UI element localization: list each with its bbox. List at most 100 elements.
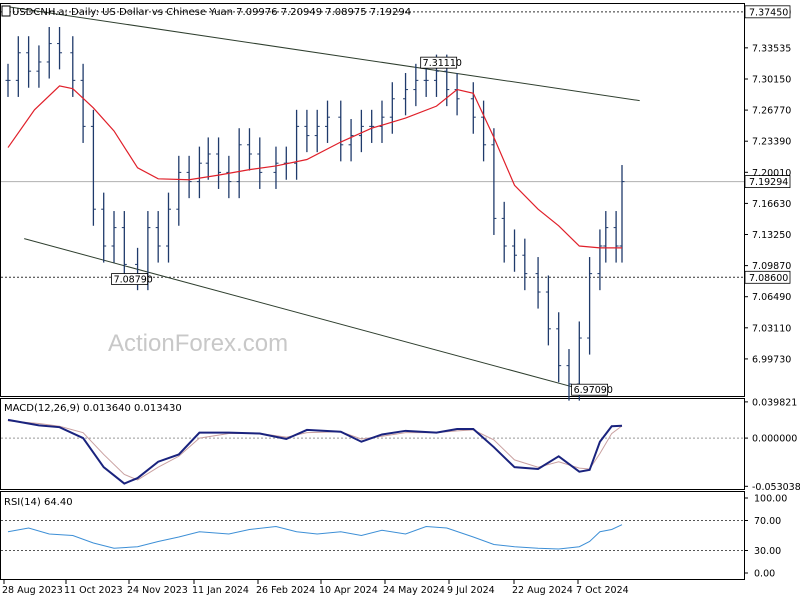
price-bar [338, 100, 344, 162]
x-axis-label: 26 Feb 2024 [256, 585, 315, 596]
price-axis-label: 7.30150 [752, 74, 791, 85]
x-axis-label: 28 Aug 2023 [2, 585, 63, 596]
price-bar [619, 165, 625, 263]
price-bar [597, 229, 603, 291]
price-bar [613, 211, 619, 263]
current-price-label: 7.19294 [749, 177, 788, 188]
rsi-title: RSI(14) 64.40 [4, 497, 73, 508]
rsi-axis-label: 100.00 [754, 494, 787, 505]
macd-axis-label: 0.039821 [752, 397, 797, 408]
price-bar [423, 63, 429, 97]
price-axis-label: 7.03110 [752, 323, 791, 334]
support-price-label-box [744, 270, 791, 284]
price-axis-label: 7.13250 [752, 230, 791, 241]
price-bar [5, 63, 11, 97]
symbol-dropdown-icon[interactable] [1, 5, 11, 17]
price-bar [545, 275, 551, 346]
price-bar [246, 128, 252, 171]
price-bar [36, 45, 42, 88]
price-bar [294, 109, 300, 180]
annotation-box [420, 56, 458, 69]
annotation-label: 6.97090 [574, 385, 613, 396]
price-bar [236, 128, 242, 199]
price-bar [369, 109, 375, 143]
price-bar [325, 100, 331, 143]
price-bar [348, 119, 354, 162]
price-bar [501, 201, 507, 263]
price-axis-label: 7.26770 [752, 106, 791, 117]
annotation-label: 7.08790 [114, 275, 153, 286]
price-bar [57, 27, 63, 70]
price-bar [80, 63, 86, 143]
macd-signal-line [7, 420, 623, 481]
chart-title: USDCNH.a; Daily: US Dollar vs Chinese Yu… [12, 7, 411, 18]
price-bar [535, 257, 541, 309]
macd-axis-label: 0.000000 [752, 434, 797, 445]
price-bar [491, 128, 497, 235]
price-bar [155, 211, 161, 263]
price-bar [481, 100, 487, 162]
price-bar [216, 137, 222, 189]
x-axis-label: 24 Nov 2023 [127, 585, 188, 596]
macd-title: MACD(12,26,9) 0.013640 0.013430 [4, 403, 182, 414]
macd-axis-label: -0.053038 [752, 482, 800, 493]
annotation-box [111, 273, 148, 285]
price-bar [389, 82, 395, 134]
x-axis-label: 7 Oct 2024 [576, 585, 629, 596]
price-axis-label: 7.33535 [752, 43, 791, 54]
chart-header: USDCNH.a; Daily: US Dollar vs Chinese Yu… [1, 5, 411, 18]
price-bar [90, 109, 96, 226]
annotation-label: 7.31110 [423, 58, 462, 69]
price-bar [470, 82, 476, 134]
price-axis-label: 7.06490 [752, 292, 791, 303]
high-price-label: 7.37450 [749, 7, 788, 18]
price-bar [257, 137, 263, 189]
price-axis-label: 7.09870 [752, 261, 791, 272]
price-bar [15, 36, 21, 97]
price-bar [273, 146, 279, 189]
support-price-label: 7.08600 [749, 273, 788, 284]
price-bar [403, 73, 409, 116]
trendline [24, 238, 603, 396]
price-bar [165, 192, 171, 263]
price-bar [121, 211, 127, 281]
price-bar [70, 36, 76, 97]
x-axis-label: 22 Aug 2024 [512, 585, 573, 596]
price-bar [176, 155, 182, 226]
price-bar [26, 36, 32, 88]
price-axis-label: 7.16630 [752, 199, 791, 210]
price-bar [304, 109, 310, 153]
price-bar [413, 63, 419, 107]
trendline [7, 6, 640, 102]
price-bar [522, 238, 528, 291]
x-axis-label: 24 May 2024 [383, 585, 445, 596]
price-bar [226, 155, 232, 199]
price-bar [46, 27, 52, 79]
rsi-axis-label: 30.00 [754, 546, 781, 557]
price-axis-label: 6.99730 [752, 354, 791, 365]
moving-average-line [7, 85, 622, 249]
rsi-axis-label: 70.00 [754, 516, 781, 527]
price-bar [358, 109, 364, 153]
price-bar [314, 109, 320, 153]
price-bar [566, 349, 572, 401]
annotation-box [571, 383, 609, 396]
macd-line [7, 418, 623, 485]
high-price-label-box [744, 5, 791, 19]
rsi-pane [0, 491, 745, 580]
rsi-line [7, 524, 623, 550]
price-bar [101, 192, 107, 263]
price-axis-label: 7.23390 [752, 137, 791, 148]
price-pane [0, 3, 745, 397]
x-axis-label: 10 Apr 2024 [319, 585, 378, 596]
price-bar [111, 211, 117, 263]
price-bar [556, 312, 562, 383]
x-axis-label: 11 Jan 2024 [192, 585, 249, 596]
price-bar [587, 257, 593, 355]
x-axis-label: 11 Oct 2023 [64, 585, 123, 596]
price-bar [603, 211, 609, 263]
watermark: ActionForex.com [108, 330, 288, 357]
rsi-axis-label: 0.00 [754, 569, 775, 580]
x-axis-label: 9 Jul 2024 [447, 585, 495, 596]
